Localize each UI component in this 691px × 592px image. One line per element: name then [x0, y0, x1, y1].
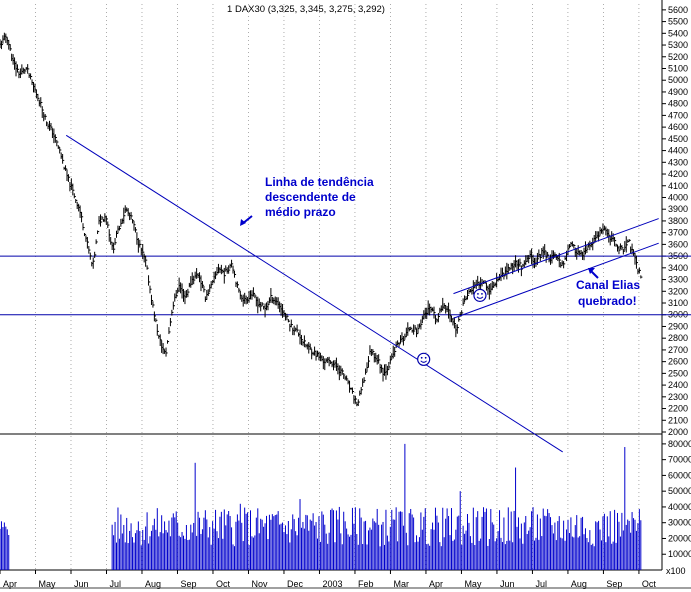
annotation-arrow-head: [588, 268, 595, 274]
x-tick-label: Dec: [287, 579, 304, 589]
downtrend-line: [65, 134, 563, 453]
x-tick-label: Sep: [180, 579, 196, 589]
vol-tick-label: 60000: [668, 470, 691, 480]
x-tick-label: Feb: [358, 579, 374, 589]
y-tick-label: 4600: [668, 122, 688, 132]
y-tick-label: 2300: [668, 392, 688, 402]
vol-tick-label: 50000: [668, 486, 691, 496]
smiley-eye: [477, 292, 479, 295]
y-tick-label: 5200: [668, 52, 688, 62]
y-tick-label: 4000: [668, 192, 688, 202]
y-tick-label: 4900: [668, 87, 688, 97]
y-tick-label: 2900: [668, 321, 688, 331]
y-tick-label: 4400: [668, 146, 688, 156]
annotation-trendline-text: descendente de: [265, 190, 356, 204]
y-tick-label: 2800: [668, 333, 688, 343]
vol-tick-label: 30000: [668, 518, 691, 528]
y-tick-label: 5300: [668, 40, 688, 50]
y-tick-label: 3100: [668, 298, 688, 308]
annotation-channel-text: Canal Elias: [576, 278, 640, 292]
y-tick-label: 2000: [668, 427, 688, 437]
vol-tick-label: 40000: [668, 502, 691, 512]
x-tick-label: Oct: [642, 579, 657, 589]
vol-tick-label: 70000: [668, 455, 691, 465]
vol-tick-label: 20000: [668, 533, 691, 543]
annotation-channel-text: quebrado!: [578, 294, 637, 308]
y-tick-label: 4800: [668, 99, 688, 109]
y-tick-label: 5500: [668, 17, 688, 27]
y-tick-label: 4500: [668, 134, 688, 144]
y-tick-label: 5400: [668, 28, 688, 38]
y-tick-label: 2700: [668, 345, 688, 355]
channel-line: [453, 218, 659, 295]
smiley-eye: [481, 292, 483, 295]
channel-line: [453, 242, 659, 319]
x-tick-label: Jun: [500, 579, 515, 589]
y-tick-label: 2600: [668, 357, 688, 367]
smiley-eye: [424, 356, 427, 359]
x-tick-label: Jul: [535, 579, 547, 589]
y-tick-label: 3600: [668, 239, 688, 249]
y-tick-label: 4700: [668, 110, 688, 120]
annotation-trendline-text: Linha de tendência: [265, 175, 374, 189]
x-tick-label: Oct: [216, 579, 231, 589]
y-tick-label: 2500: [668, 368, 688, 378]
y-tick-label: 3700: [668, 228, 688, 238]
y-tick-label: 3900: [668, 204, 688, 214]
y-tick-label: 2200: [668, 404, 688, 414]
y-tick-label: 2100: [668, 415, 688, 425]
smiley-eye: [420, 356, 423, 359]
vol-tick-label: 10000: [668, 549, 691, 559]
smiley-icon: [417, 352, 431, 366]
y-tick-label: 3400: [668, 263, 688, 273]
x-tick-label: May: [464, 579, 482, 589]
y-tick-label: 3200: [668, 286, 688, 296]
x-tick-label: Apr: [429, 579, 443, 589]
vol-tick-label: 80000: [668, 439, 691, 449]
annotation-arrow-head: [240, 219, 246, 226]
y-tick-label: 3800: [668, 216, 688, 226]
x-tick-label: May: [38, 579, 56, 589]
x-tick-label: 2003: [322, 579, 342, 589]
smiley-icon: [473, 288, 487, 302]
y-tick-label: 5100: [668, 63, 688, 73]
y-tick-label: 4100: [668, 181, 688, 191]
smiley-mouth: [420, 360, 428, 363]
x-tick-label: Apr: [3, 579, 17, 589]
y-tick-label: 5600: [668, 5, 688, 15]
x-tick-label: Nov: [251, 579, 268, 589]
y-tick-label: 3300: [668, 275, 688, 285]
x-tick-label: Mar: [393, 579, 409, 589]
annotation-trendline-text: médio prazo: [265, 205, 336, 219]
chart-title: 1 DAX30 (3,325, 3,345, 3,275, 3,292): [227, 4, 385, 15]
x-tick-label: Sep: [606, 579, 622, 589]
x-tick-label: Jul: [109, 579, 121, 589]
y-tick-label: 4300: [668, 157, 688, 167]
y-tick-label: 4200: [668, 169, 688, 179]
x-tick-label: Aug: [571, 579, 587, 589]
smiley-mouth: [476, 296, 484, 299]
x-tick-label: Jun: [74, 579, 89, 589]
vol-unit-label: x100: [666, 566, 686, 576]
y-tick-label: 5000: [668, 75, 688, 85]
x-tick-label: Aug: [145, 579, 161, 589]
y-tick-label: 2400: [668, 380, 688, 390]
